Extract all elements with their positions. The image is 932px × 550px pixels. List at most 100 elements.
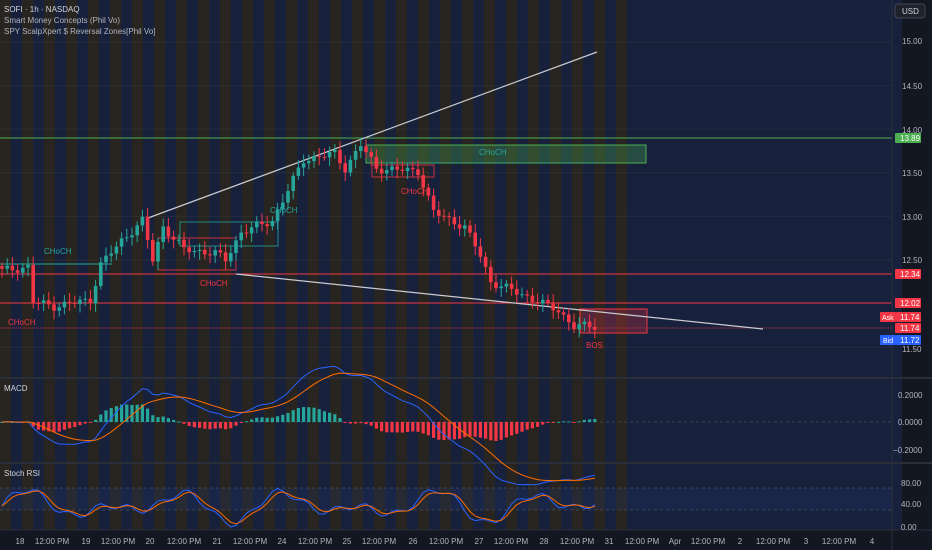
macd-hist-bar	[556, 421, 560, 423]
candle-body	[62, 301, 67, 308]
candle-body	[593, 326, 597, 330]
indicator-2-title[interactable]: SPY ScalpXpert $ Reversal Zones[Phil Vo]	[4, 27, 156, 36]
macd-hist-bar	[10, 421, 14, 423]
macd-hist-bar	[546, 422, 550, 423]
candle-body	[36, 302, 41, 304]
price-axis[interactable]: 15.00 14.50 14.00 13.50 13.00 12.50 11.5…	[880, 37, 923, 532]
macd-hist-bar	[244, 421, 248, 423]
candle-body	[530, 295, 535, 303]
macd-hist-bar	[536, 422, 540, 427]
time-label: 18	[16, 537, 25, 546]
macd-hist-bar	[203, 422, 207, 429]
session-shading	[0, 0, 902, 530]
session-band	[462, 0, 473, 530]
candle-body	[301, 163, 306, 168]
choch-label-4: CHoCH	[270, 206, 298, 215]
macd-hist-bar	[400, 422, 404, 433]
macd-hist-bar	[572, 422, 576, 423]
candle-body	[457, 224, 462, 229]
time-label: 25	[343, 537, 352, 546]
indicator-1-title[interactable]: Smart Money Concepts (Phil Vo)	[4, 16, 120, 25]
stoch-axis-label: 0.00	[901, 523, 917, 532]
macd-hist-bar	[541, 422, 545, 425]
time-label: 12:00 PM	[429, 537, 464, 546]
candle-body	[73, 302, 77, 304]
symbol-title[interactable]: SOFI · 1h · NASDAQ	[4, 5, 80, 14]
candle-body	[520, 294, 524, 296]
session-band	[440, 0, 451, 530]
candle-body	[582, 321, 587, 325]
macd-hist-bar	[208, 422, 212, 430]
macd-hist-bar	[380, 422, 384, 432]
macd-hist-bar	[333, 414, 337, 422]
price-tag-13-89	[895, 133, 921, 143]
session-band	[308, 0, 319, 530]
session-band	[374, 0, 385, 530]
session-band	[814, 0, 825, 530]
currency-button[interactable]	[894, 3, 926, 19]
macd-hist-bar	[291, 410, 295, 422]
macd-hist-bar	[146, 408, 150, 422]
time-label: Apr	[669, 537, 682, 546]
candle-body	[483, 256, 488, 267]
candle-body	[452, 217, 457, 225]
session-band	[572, 0, 583, 530]
session-band	[671, 0, 682, 530]
candle-body	[208, 254, 212, 256]
session-band	[880, 0, 891, 530]
candle-body	[307, 161, 311, 164]
candle-body	[57, 307, 61, 311]
macd-hist-bar	[567, 421, 571, 423]
candle-body	[587, 321, 592, 327]
session-band	[55, 0, 66, 530]
macd-hist-bar	[229, 422, 233, 429]
candle-body	[499, 286, 503, 289]
candle-body	[437, 209, 441, 216]
session-band	[165, 0, 176, 530]
macd-hist-bar	[198, 422, 202, 428]
macd-hist-bar	[317, 409, 321, 422]
lower-trendline	[235, 273, 764, 330]
macd-hist-bar	[73, 422, 77, 427]
macd-axis-label: 0.0000	[898, 418, 923, 427]
price-tag-text: 13.89	[900, 134, 921, 143]
choch-box-3	[371, 164, 435, 178]
candle-body	[312, 156, 316, 162]
candle-body	[145, 216, 150, 241]
candle-body	[343, 163, 347, 173]
session-band	[847, 0, 858, 530]
session-band	[803, 0, 814, 530]
choch-box-2	[179, 221, 279, 247]
candle-body	[182, 239, 186, 248]
price-candles	[0, 137, 597, 339]
stoch-band	[0, 488, 892, 510]
candle-body	[151, 240, 155, 262]
macd-hist-bar	[52, 422, 56, 433]
session-band	[341, 0, 352, 530]
macd-hist-bar	[224, 422, 228, 430]
time-axis[interactable]: 18 12:00 PM 19 12:00 PM 20 12:00 PM 21 12:00 PM…	[16, 537, 875, 546]
macd-hist-bar	[494, 422, 498, 441]
choch-label-3: CHoCH	[200, 279, 228, 288]
stoch-axis-label: 80.00	[901, 479, 922, 488]
macd-hist-bar	[406, 422, 410, 432]
time-label: 12:00 PM	[494, 537, 529, 546]
macd-hist-bar	[68, 422, 72, 429]
macd-hist-bar	[562, 421, 566, 423]
candle-body	[572, 322, 576, 330]
candle-body	[333, 149, 337, 153]
session-band	[704, 0, 715, 530]
ask-price-tag	[896, 312, 921, 322]
candle-body	[390, 166, 394, 171]
session-band	[253, 0, 264, 530]
macd-hist-bar	[296, 408, 300, 422]
time-label: 28	[540, 537, 549, 546]
time-label: 2	[738, 537, 743, 546]
candle-body	[47, 300, 51, 305]
session-band	[770, 0, 781, 530]
session-band	[649, 0, 660, 530]
demand-zone	[579, 308, 648, 334]
candle-body	[15, 270, 20, 273]
session-band	[330, 0, 341, 530]
